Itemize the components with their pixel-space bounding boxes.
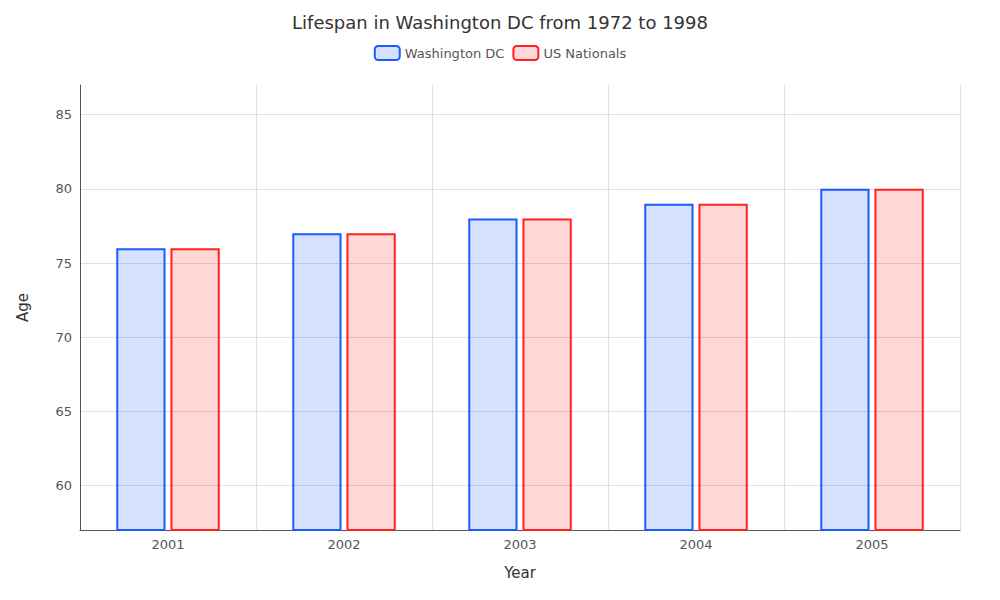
svg-text:85: 85 bbox=[55, 107, 72, 122]
svg-text:US Nationals: US Nationals bbox=[543, 46, 626, 61]
svg-text:2002: 2002 bbox=[327, 537, 360, 552]
svg-text:75: 75 bbox=[55, 256, 72, 271]
svg-text:Lifespan in Washington DC from: Lifespan in Washington DC from 1972 to 1… bbox=[292, 12, 708, 33]
svg-text:Year: Year bbox=[503, 564, 537, 582]
svg-text:70: 70 bbox=[55, 330, 72, 345]
svg-text:2004: 2004 bbox=[679, 537, 712, 552]
svg-text:Washington DC: Washington DC bbox=[405, 46, 505, 61]
svg-text:Age: Age bbox=[14, 293, 32, 322]
svg-text:2001: 2001 bbox=[151, 537, 184, 552]
svg-text:2005: 2005 bbox=[855, 537, 888, 552]
svg-text:65: 65 bbox=[55, 404, 72, 419]
svg-text:60: 60 bbox=[55, 478, 72, 493]
svg-text:2003: 2003 bbox=[503, 537, 536, 552]
svg-text:80: 80 bbox=[55, 181, 72, 196]
